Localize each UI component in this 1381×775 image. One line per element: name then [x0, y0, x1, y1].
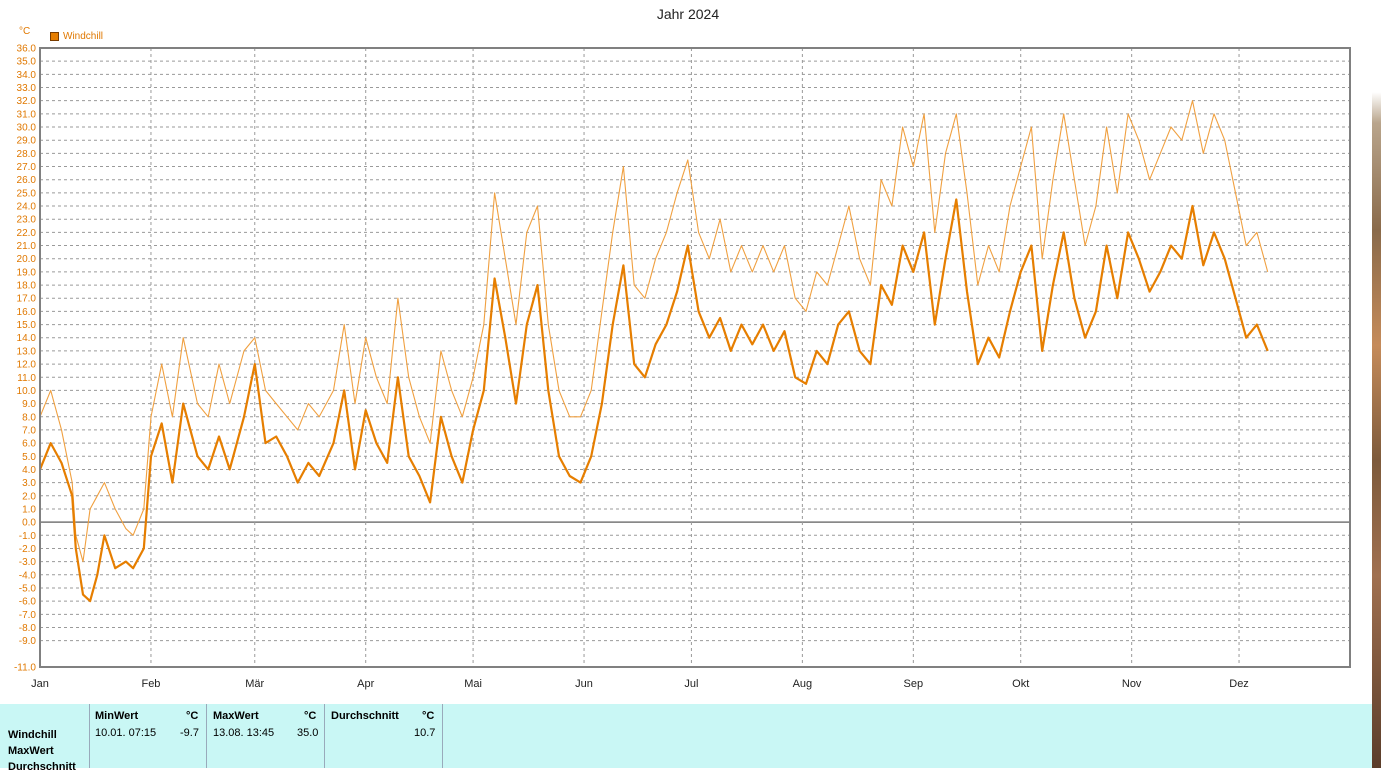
chart-grid: [40, 47, 1350, 668]
stats-avg-value: 10.7: [414, 727, 436, 739]
stats-row-name: MaxWert: [8, 745, 54, 757]
x-tick-label: Jun: [575, 678, 593, 690]
x-tick-label: Feb: [141, 678, 160, 690]
x-tick-labels: Jan Feb Mär Apr Mai Jun Jul Aug Sep Okt Nov Dez: [31, 678, 1249, 690]
y-tick-label: 32.0: [17, 96, 37, 107]
y-tick-label: -7.0: [19, 610, 37, 621]
stats-max-column: MaxWert °C 13.08. 13:45 35.0: [206, 704, 324, 768]
stats-max-when: 13.08. 13:45: [213, 727, 275, 739]
y-tick-label: 29.0: [17, 136, 37, 147]
y-tick-label: 28.0: [17, 149, 37, 160]
x-tick-label: Aug: [793, 678, 813, 690]
legend-swatch: [50, 32, 59, 41]
y-tick-label: 24.0: [17, 202, 37, 213]
stats-max-unit: °C: [304, 710, 317, 722]
y-tick-label: 7.0: [22, 425, 36, 436]
y-tick-label: 12.0: [17, 360, 37, 371]
legend: Windchill: [50, 31, 103, 42]
series-lines: [38, 100, 1269, 603]
y-tick-label: 22.0: [17, 228, 37, 239]
y-tick-label: 0.0: [22, 518, 36, 529]
y-tick-label: 1.0: [22, 504, 36, 515]
y-tick-label: 14.0: [17, 333, 37, 344]
y-tick-label: 36.0: [17, 44, 37, 55]
stats-min-value: -9.7: [180, 727, 199, 739]
y-tick-label: 18.0: [17, 281, 37, 292]
y-tick-label: 10.0: [17, 386, 37, 397]
y-tick-label: -8.0: [19, 623, 37, 634]
y-axis-unit: °C: [19, 26, 31, 37]
y-tick-label: 34.0: [17, 70, 37, 81]
stats-row-name: Windchill: [8, 729, 57, 741]
y-tick-label: 6.0: [22, 439, 36, 450]
x-tick-label: Dez: [1229, 678, 1249, 690]
y-tick-label: -5.0: [19, 583, 37, 594]
x-tick-label: Nov: [1122, 678, 1142, 690]
y-tick-label: -11.0: [14, 663, 36, 674]
legend-label: Windchill: [63, 31, 104, 42]
chart-title: Jahr 2024: [656, 6, 720, 22]
stats-min-when: 10.01. 07:15: [95, 727, 157, 739]
y-tick-label: 25.0: [17, 188, 37, 199]
y-tick-label: 35.0: [17, 57, 37, 68]
x-tick-label: Apr: [357, 678, 374, 690]
x-tick-label: Mär: [245, 678, 264, 690]
series-line-windchill: [38, 198, 1269, 603]
y-tick-label: -2.0: [19, 544, 37, 555]
stats-avg-unit: °C: [422, 710, 435, 722]
y-tick-label: 15.0: [17, 320, 37, 331]
y-tick-label: 2.0: [22, 491, 36, 502]
stats-table: Windchill MaxWert Durchschnitt MinWert °…: [0, 704, 1372, 773]
y-tick-label: 11.0: [17, 373, 36, 384]
y-tick-label: -3.0: [19, 557, 37, 568]
y-tick-label: -6.0: [19, 597, 37, 608]
y-tick-label: 21.0: [17, 241, 37, 252]
y-tick-label: 16.0: [17, 307, 37, 318]
x-tick-label: Jan: [31, 678, 49, 690]
y-tick-label: 4.0: [22, 465, 36, 476]
y-tick-label: 27.0: [17, 162, 37, 173]
y-tick-label: -4.0: [19, 570, 37, 581]
stats-row-name: Durchschnitt: [8, 761, 76, 773]
y-tick-label: 13.0: [17, 346, 37, 357]
stats-avg-header: Durchschnitt: [331, 710, 399, 722]
x-tick-label: Sep: [904, 678, 924, 690]
y-tick-label: 19.0: [17, 267, 37, 278]
stats-max-header: MaxWert: [213, 710, 259, 722]
y-tick-label: 26.0: [17, 175, 37, 186]
y-tick-label: 33.0: [17, 83, 37, 94]
y-tick-label: 30.0: [17, 123, 37, 134]
stats-min-unit: °C: [186, 710, 199, 722]
y-tick-label: 31.0: [17, 109, 37, 120]
y-tick-label: -9.0: [19, 636, 37, 647]
stats-avg-column: Durchschnitt °C 10.7: [324, 704, 443, 768]
y-tick-label: -1.0: [19, 531, 37, 542]
y-tick-label: 20.0: [17, 254, 37, 265]
y-tick-label: 3.0: [22, 478, 36, 489]
y-tick-label: 5.0: [22, 452, 36, 463]
stats-max-value: 35.0: [297, 727, 319, 739]
stats-min-header: MinWert: [95, 710, 139, 722]
y-tick-label: 8.0: [22, 412, 36, 423]
plot-frame: [39, 47, 1351, 668]
x-tick-label: Jul: [684, 678, 698, 690]
series-line-maximum: [39, 100, 1269, 563]
chart-area: 36.0 35.0 34.0 33.0 32.0 31.0 30.0 29.0 28.0 27.0…: [14, 44, 1351, 690]
y-tick-labels: 36.0 35.0 34.0 33.0 32.0 31.0 30.0 29.0 28.0 27.0…: [14, 44, 36, 674]
y-tick-label: 17.0: [17, 294, 37, 305]
x-tick-label: Okt: [1012, 678, 1029, 690]
x-tick-label: Mai: [464, 678, 482, 690]
y-tick-label: 9.0: [22, 399, 36, 410]
stats-min-column: MinWert °C 10.01. 07:15 -9.7: [89, 704, 206, 768]
y-tick-label: 23.0: [17, 215, 37, 226]
background-image-strip: [1372, 0, 1381, 768]
